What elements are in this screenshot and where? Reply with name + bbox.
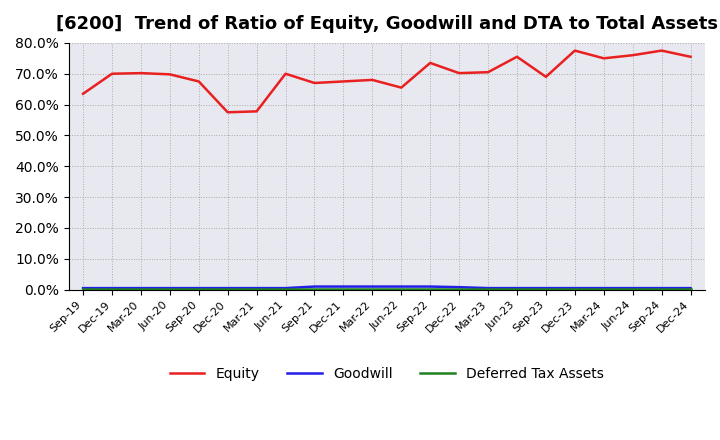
Goodwill [484,286,492,291]
Deferred Tax Assets [194,286,203,291]
Goodwill [223,286,232,291]
Deferred Tax Assets [78,286,87,291]
Equity [513,54,521,59]
Equity [78,91,87,96]
Deferred Tax Assets [223,286,232,291]
Equity [194,79,203,84]
Goodwill [657,286,666,291]
Goodwill [426,284,434,289]
Equity [455,70,464,76]
Equity [600,56,608,61]
Goodwill [78,286,87,291]
Deferred Tax Assets [513,286,521,291]
Deferred Tax Assets [310,286,319,291]
Deferred Tax Assets [368,286,377,291]
Deferred Tax Assets [397,286,405,291]
Deferred Tax Assets [600,286,608,291]
Equity [108,71,117,77]
Equity [397,85,405,90]
Goodwill [137,286,145,291]
Deferred Tax Assets [282,286,290,291]
Deferred Tax Assets [252,286,261,291]
Legend: Equity, Goodwill, Deferred Tax Assets: Equity, Goodwill, Deferred Tax Assets [164,361,610,386]
Goodwill [629,286,637,291]
Deferred Tax Assets [108,286,117,291]
Goodwill [397,284,405,289]
Equity [657,48,666,53]
Deferred Tax Assets [137,286,145,291]
Equity [223,110,232,115]
Deferred Tax Assets [570,286,579,291]
Deferred Tax Assets [339,286,348,291]
Equity [484,70,492,75]
Equity [166,72,174,77]
Deferred Tax Assets [629,286,637,291]
Deferred Tax Assets [686,286,695,291]
Deferred Tax Assets [541,286,550,291]
Deferred Tax Assets [426,286,434,291]
Goodwill [282,286,290,291]
Goodwill [339,284,348,289]
Equity [686,54,695,59]
Goodwill [108,286,117,291]
Equity [541,74,550,80]
Equity [629,53,637,58]
Goodwill [455,285,464,290]
Goodwill [310,284,319,289]
Goodwill [541,286,550,291]
Goodwill [368,284,377,289]
Equity [368,77,377,83]
Goodwill [570,286,579,291]
Line: Equity: Equity [83,51,690,112]
Line: Goodwill: Goodwill [83,286,690,288]
Deferred Tax Assets [166,286,174,291]
Goodwill [166,286,174,291]
Deferred Tax Assets [484,286,492,291]
Goodwill [686,286,695,291]
Deferred Tax Assets [657,286,666,291]
Equity [137,70,145,76]
Goodwill [600,286,608,291]
Goodwill [513,286,521,291]
Equity [339,79,348,84]
Equity [426,60,434,66]
Goodwill [252,286,261,291]
Equity [310,81,319,86]
Title: [6200]  Trend of Ratio of Equity, Goodwill and DTA to Total Assets: [6200] Trend of Ratio of Equity, Goodwil… [55,15,718,33]
Goodwill [194,286,203,291]
Equity [282,71,290,77]
Equity [252,109,261,114]
Equity [570,48,579,53]
Deferred Tax Assets [455,286,464,291]
